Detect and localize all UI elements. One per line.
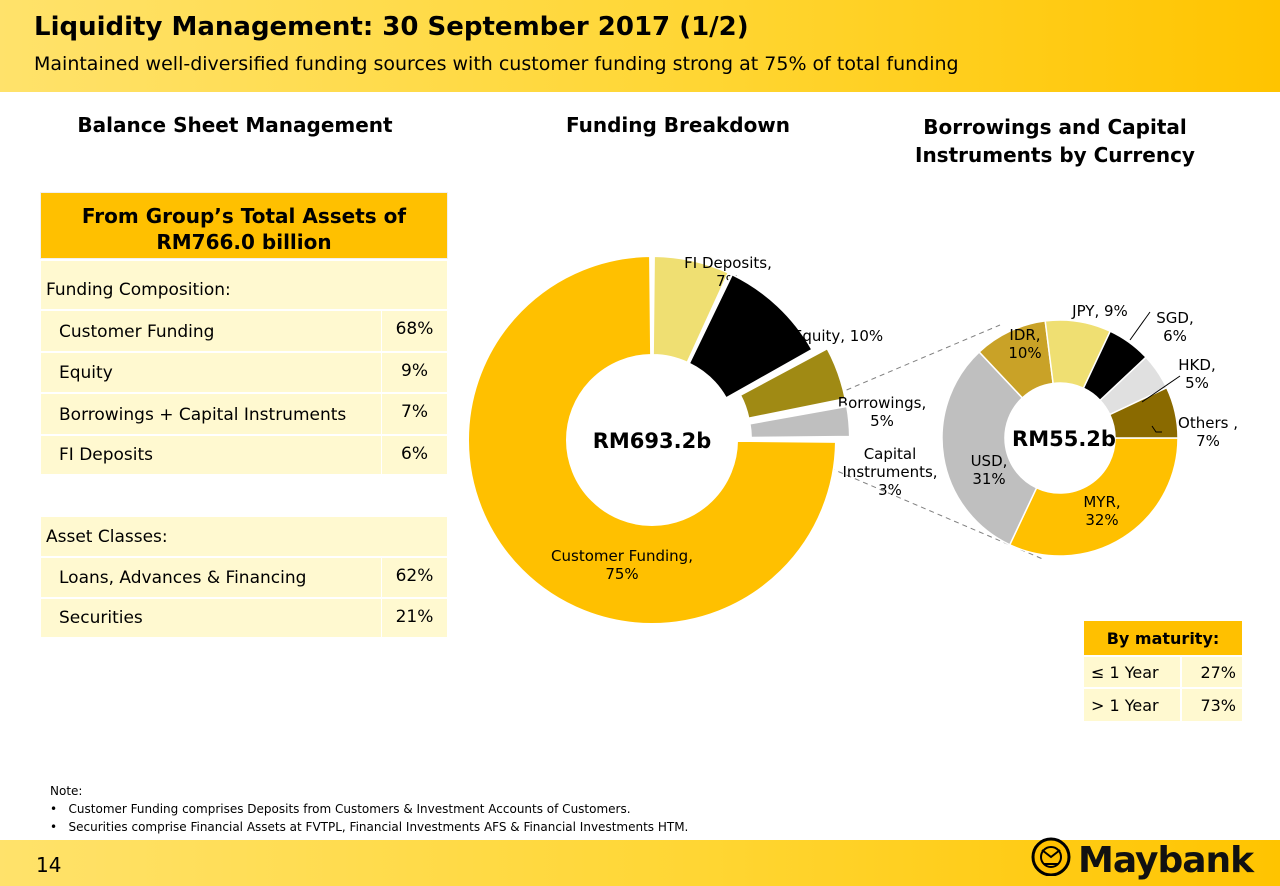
total-assets-header: From Group’s Total Assets of RM766.0 bil… — [40, 192, 448, 259]
connector-line-bottom — [829, 467, 1046, 561]
row-value: 7% — [381, 394, 447, 434]
maturity-row-value: 27% — [1181, 656, 1243, 688]
table-row: Customer Funding 68% — [40, 310, 448, 352]
table-row: Loans, Advances & Financing 62% — [40, 557, 448, 598]
center-label: RM55.2b — [1012, 427, 1116, 451]
slice-fi-deposits — [651, 254, 730, 365]
maturity-header: By maturity: — [1083, 620, 1243, 656]
table-row: Borrowings + Capital Instruments 7% — [40, 393, 448, 435]
row-label: Borrowings + Capital Instruments — [59, 405, 347, 425]
row-label: Customer Funding — [59, 322, 215, 342]
slice-label-myr: MYR, 32% — [1083, 493, 1120, 529]
slice-myr — [1008, 437, 1179, 557]
total-assets-header-line1: From Group’s Total Assets of — [81, 204, 407, 228]
slice-label-idr: IDR, 10% — [1008, 326, 1041, 362]
maturity-row-label: ≤ 1 Year — [1083, 656, 1181, 688]
section-title-funding-breakdown: Funding Breakdown — [565, 113, 791, 137]
row-label: Equity — [59, 363, 113, 383]
funding-composition-header: Funding Composition: — [40, 260, 448, 310]
page-title: Liquidity Management: 30 September 2017 … — [34, 12, 749, 42]
slice-borrowings — [738, 346, 847, 420]
slice-capital-instruments — [748, 404, 851, 439]
note-item: • Securities comprise Financial Assets a… — [50, 820, 689, 834]
note-item: • Customer Funding comprises Deposits fr… — [50, 802, 631, 816]
connector-line-top — [829, 324, 1001, 398]
slice-others — [1108, 386, 1179, 439]
notes-title: Note: — [50, 784, 83, 798]
row-label: Loans, Advances & Financing — [59, 568, 307, 588]
slice-label-borrowings: Borrowings, 5% — [838, 394, 926, 430]
row-value: 9% — [381, 353, 447, 392]
total-assets-header-line2: RM766.0 billion — [156, 230, 332, 254]
label-leader-lines — [1129, 311, 1181, 433]
asset-classes-header: Asset Classes: — [40, 516, 448, 557]
page-subtitle: Maintained well-diversified funding sour… — [34, 53, 959, 75]
slice-label-usd: USD, 31% — [971, 452, 1008, 488]
table-row: FI Deposits 6% — [40, 435, 448, 475]
table-row: Equity 9% — [40, 352, 448, 393]
page-number: 14 — [36, 853, 62, 877]
section-title-borrowings: Borrowings and Capital Instruments by Cu… — [880, 113, 1230, 169]
header-banner — [0, 0, 1280, 92]
slice-equity — [687, 273, 814, 400]
section-title-balance-sheet: Balance Sheet Management — [77, 113, 393, 137]
asset-classes-label: Asset Classes: — [46, 527, 168, 547]
slice-label-customer-funding: Customer Funding, 75% — [551, 547, 693, 583]
slice-label-jpy: JPY, 9% — [1071, 302, 1128, 320]
maybank-logo-text: Maybank — [1078, 840, 1254, 881]
maybank-tiger-logo-icon — [1031, 837, 1071, 876]
row-value: 21% — [381, 599, 447, 637]
funding-composition-label: Funding Composition: — [46, 280, 231, 300]
row-value: 62% — [381, 558, 447, 597]
section-title-borrowings-line1: Borrowings and Capital — [923, 115, 1187, 139]
center-label: RM693.2b — [593, 429, 712, 453]
slice-customer-funding — [467, 254, 838, 625]
slice-label-hkd: HKD, 5% — [1178, 356, 1215, 392]
funding-breakdown-donut: Customer Funding,75%FI Deposits,7%Equity… — [467, 254, 938, 625]
row-value: 68% — [381, 311, 447, 351]
section-title-borrowings-line2: Instruments by Currency — [915, 143, 1195, 167]
row-label: Securities — [59, 608, 143, 628]
slice-label-others: Others , 7% — [1178, 414, 1238, 450]
row-value: 6% — [381, 436, 447, 474]
slice-usd — [941, 350, 1038, 546]
row-label: FI Deposits — [59, 445, 154, 465]
slice-label-capital-instruments: Capital Instruments, 3% — [842, 445, 937, 499]
slice-label-sgd: SGD, 6% — [1156, 309, 1193, 345]
maturity-row-label: > 1 Year — [1083, 688, 1181, 722]
table-row: Securities 21% — [40, 598, 448, 638]
notes: Note: • Customer Funding comprises Depos… — [50, 782, 688, 836]
currency-pie: MYR, 32% USD, 31% IDR, 10% JPY, 9% SGD, 6% HKD, 5%… — [941, 302, 1238, 557]
slice-label-equity: Equity, 10% — [793, 327, 883, 345]
maturity-row-value: 73% — [1181, 688, 1243, 722]
